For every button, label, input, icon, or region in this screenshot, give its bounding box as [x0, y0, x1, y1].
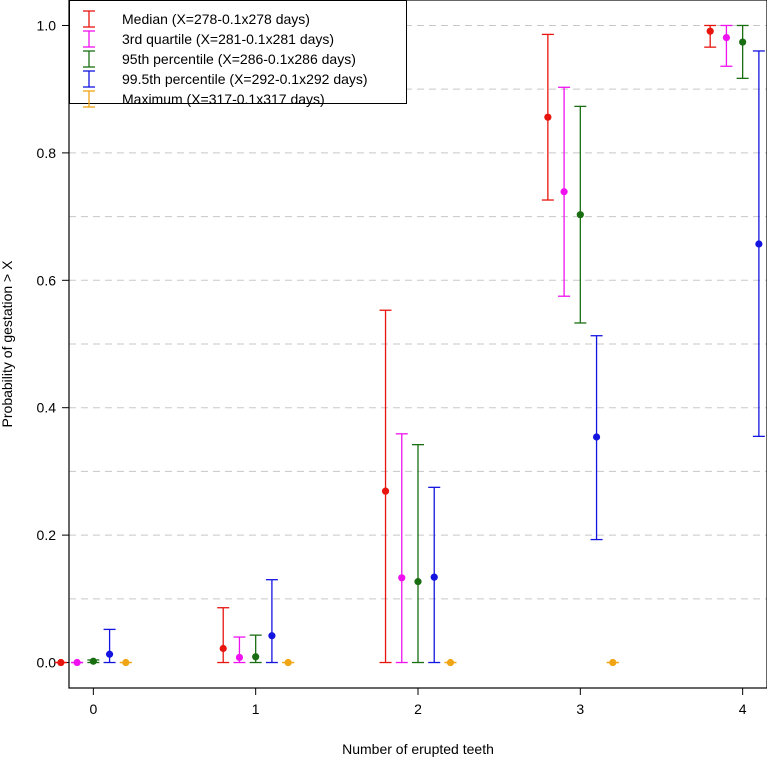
plot-frame: [68, 0, 767, 689]
data-point: [739, 38, 747, 46]
y-axis-label: Probability of gestation > X: [0, 260, 15, 428]
x-tick-label: 1: [252, 701, 260, 717]
data-point: [706, 27, 714, 35]
data-point: [592, 433, 601, 441]
series: [103, 50, 765, 664]
data-point: [381, 487, 390, 495]
legend: Median (X=278-0.1x278 days) 3rd quartile …: [69, 0, 407, 108]
axes: 0 1 2 3 4 0.0 0.2 0.4 0.6 0.8 1.0: [37, 17, 747, 717]
gridlines: [69, 24, 767, 600]
data-point: [268, 632, 276, 640]
legend-box: [69, 0, 407, 104]
legend-label: 99.5th percentile (X=292-0.1x292 days): [122, 71, 368, 87]
data-point: [122, 658, 130, 667]
data-point: [235, 653, 244, 662]
legend-item: 3rd quartile (X=281-0.1x281 days): [83, 30, 334, 48]
x-tick-label: 4: [739, 701, 747, 717]
y-tick-label: 0.8: [37, 145, 57, 161]
series: [71, 24, 733, 667]
x-axis-label: Number of erupted teeth: [342, 741, 494, 757]
data-point: [722, 33, 731, 42]
data-point: [252, 653, 260, 661]
data-point: [57, 658, 65, 667]
data-marks: [54, 24, 765, 667]
legend-item: Median (X=278-0.1x278 days): [83, 10, 310, 28]
legend-item: 95th percentile (X=286-0.1x286 days): [83, 50, 356, 68]
y-tick-label: 0.6: [37, 272, 57, 288]
series: [119, 658, 619, 667]
data-point: [544, 113, 552, 121]
legend-item: 99.5th percentile (X=292-0.1x292 days): [83, 70, 368, 88]
legend-label: 95th percentile (X=286-0.1x286 days): [122, 51, 356, 67]
legend-label: 3rd quartile (X=281-0.1x281 days): [122, 31, 334, 47]
data-point: [284, 658, 292, 667]
y-tick-label: 1.0: [37, 17, 57, 33]
x-tick-label: 0: [89, 701, 97, 717]
x-tick-label: 2: [414, 701, 422, 717]
legend-label: Median (X=278-0.1x278 days): [122, 11, 310, 27]
legend-label: Maximum (X=317-0.1x317 days): [122, 91, 325, 107]
series: [54, 24, 717, 667]
data-point: [398, 574, 406, 582]
data-point: [446, 658, 455, 667]
data-point: [105, 650, 114, 658]
data-point: [430, 573, 438, 581]
y-tick-label: 0.0: [37, 655, 57, 671]
data-point: [560, 188, 568, 196]
y-tick-label: 0.4: [37, 400, 57, 416]
x-tick-label: 3: [576, 701, 584, 717]
data-point: [89, 657, 97, 665]
data-point: [73, 658, 81, 667]
data-point: [609, 658, 617, 667]
data-point: [414, 578, 422, 586]
legend-item: Maximum (X=317-0.1x317 days): [83, 90, 325, 108]
data-point: [576, 211, 584, 219]
data-point: [219, 644, 227, 653]
series: [87, 24, 749, 665]
y-tick-label: 0.2: [37, 527, 57, 543]
data-point: [755, 240, 763, 248]
